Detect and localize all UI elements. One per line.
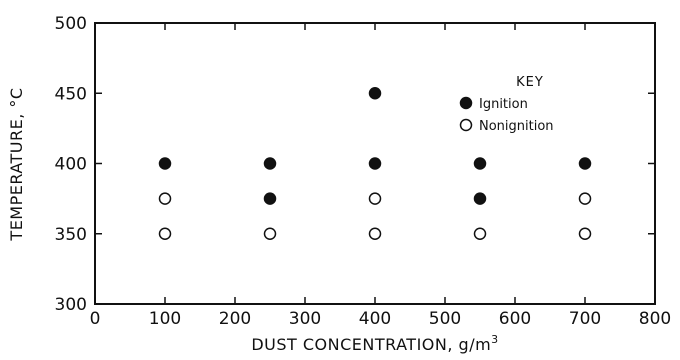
nonignition-point-550-350 — [473, 227, 487, 240]
x-tick-label-400: 400 — [359, 309, 391, 329]
data-points — [158, 87, 592, 240]
x-tick-label-800: 800 — [639, 309, 671, 329]
x-axis-title-superscript: 3 — [491, 333, 499, 346]
ignition-point-250-400 — [263, 157, 277, 170]
nonignition-point-250-350 — [263, 227, 277, 240]
ignition-point-550-400 — [473, 157, 487, 170]
x-axis-title: DUST CONCENTRATION, g/m3 — [251, 333, 498, 354]
nonignition-point-700-375 — [578, 192, 592, 205]
y-tick-label-300: 300 — [55, 295, 87, 315]
x-tick-label-0: 0 — [90, 309, 101, 329]
axis-ticks — [94, 22, 656, 305]
axis-tick-labels: 0 100 200 300 400 500 600 700 800 300 350 400 450 500 — [55, 14, 672, 329]
legend-ignition-marker — [459, 96, 473, 110]
x-tick-label-600: 600 — [499, 309, 531, 329]
nonignition-point-100-375 — [158, 192, 172, 205]
y-axis-title: TEMPERATURE, °C — [7, 87, 26, 241]
legend-title: KEY — [516, 75, 544, 90]
ignition-point-550-375 — [473, 192, 487, 205]
y-tick-label-450: 450 — [55, 84, 87, 104]
ignition-point-700-400 — [578, 157, 592, 170]
nonignition-point-400-350 — [368, 227, 382, 240]
legend-ignition-label: Ignition — [479, 97, 528, 112]
ignition-point-100-400 — [158, 157, 172, 170]
ignition-point-250-375 — [263, 192, 277, 205]
x-tick-label-300: 300 — [289, 309, 321, 329]
nonignition-point-400-375 — [368, 192, 382, 205]
ignition-point-400-400 — [368, 157, 382, 170]
x-tick-label-700: 700 — [569, 309, 601, 329]
nonignition-point-100-350 — [158, 227, 172, 240]
y-tick-label-400: 400 — [55, 155, 87, 175]
x-tick-label-500: 500 — [429, 309, 461, 329]
x-tick-label-100: 100 — [149, 309, 181, 329]
nonignition-point-700-350 — [578, 227, 592, 240]
legend-nonignition-label: Nonignition — [479, 119, 554, 134]
x-axis-title-main: DUST CONCENTRATION, g/m — [251, 335, 491, 354]
legend: KEY Ignition Nonignition — [459, 75, 554, 134]
x-tick-label-200: 200 — [219, 309, 251, 329]
legend-nonignition-marker — [459, 118, 473, 132]
ignition-point-400-450 — [368, 87, 382, 100]
y-tick-label-350: 350 — [55, 225, 87, 245]
y-tick-label-500: 500 — [55, 14, 87, 34]
